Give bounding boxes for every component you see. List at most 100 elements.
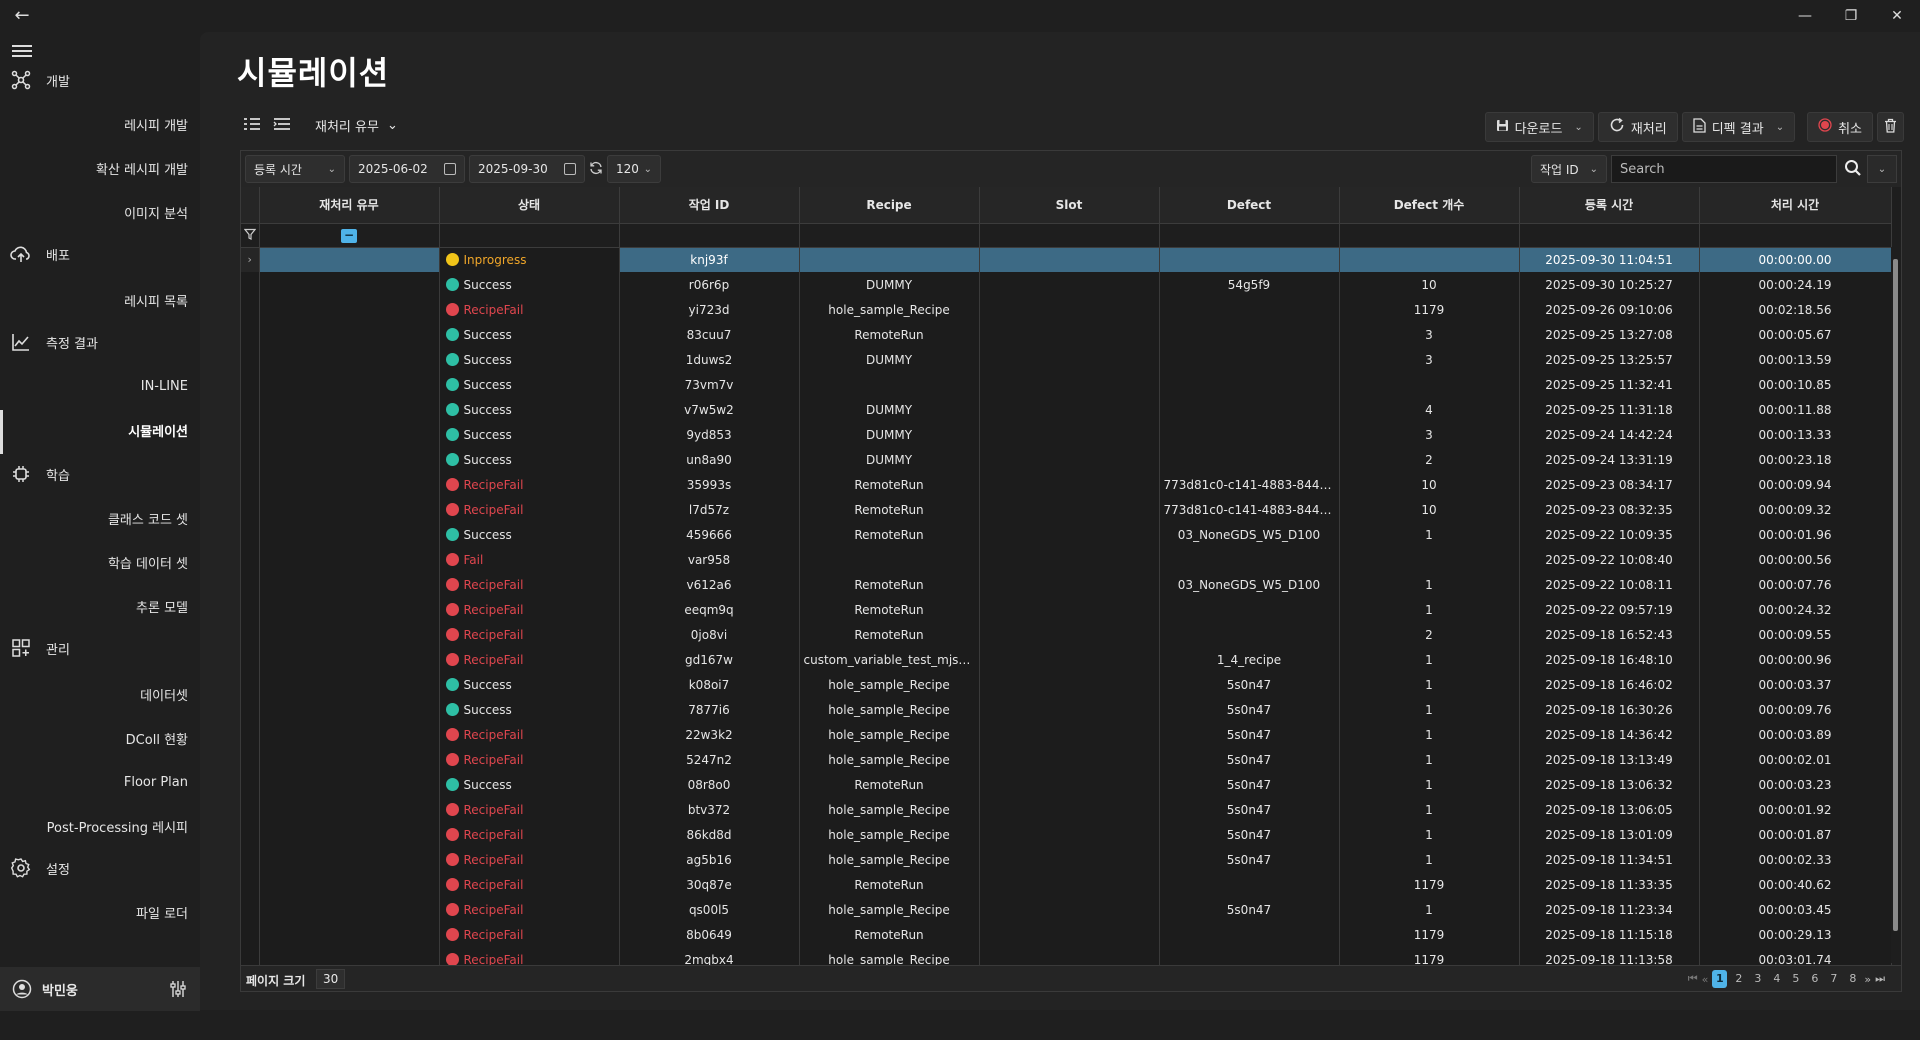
sidebar-item-floor-plan[interactable]: Floor Plan (123, 774, 188, 790)
row-indicator[interactable] (241, 372, 260, 397)
table-row[interactable]: RecipeFail 0jo8vi RemoteRun 2 2025-09-18 16:… (241, 622, 1892, 647)
column-header[interactable]: 상태 (439, 187, 620, 224)
row-indicator[interactable] (241, 497, 260, 522)
row-indicator[interactable] (241, 797, 260, 822)
row-indicator[interactable] (241, 822, 260, 847)
sidebar-item-diffusion-recipe-dev[interactable]: 확산 레시피 개발 (96, 162, 188, 178)
filter-cell[interactable] (979, 223, 1160, 248)
table-row[interactable]: RecipeFail l7d57z RemoteRun 773d81c0-c141-4… (241, 497, 1892, 522)
scrollbar-thumb[interactable] (1893, 259, 1898, 931)
restore-button[interactable]: ❐ (1844, 8, 1858, 24)
minimize-button[interactable]: — (1798, 8, 1812, 24)
table-row[interactable]: RecipeFail 5247n2 hole_sample_Recipe 5s0n47… (241, 747, 1892, 772)
filter-cell[interactable] (439, 223, 620, 248)
row-indicator[interactable] (241, 422, 260, 447)
row-indicator[interactable] (241, 397, 260, 422)
table-row[interactable]: Success 9yd853 DUMMY 3 2025-09-24 14:42:24 00… (241, 422, 1892, 447)
prev-page-icon[interactable]: « (1701, 972, 1709, 986)
row-indicator[interactable] (241, 697, 260, 722)
last-page-icon[interactable]: ⏭ (1875, 972, 1885, 985)
page-number[interactable]: 6 (1811, 972, 1819, 985)
row-indicator[interactable] (241, 272, 260, 297)
page-number[interactable]: 8 (1849, 972, 1857, 985)
page-number[interactable]: 4 (1773, 972, 1781, 985)
row-indicator[interactable] (241, 447, 260, 472)
download-button[interactable]: 다운로드 ⌄ (1484, 112, 1594, 142)
row-indicator[interactable] (241, 647, 260, 672)
user-profile[interactable]: 박민웅 (0, 967, 200, 1011)
sliders-icon[interactable] (168, 979, 188, 999)
table-row[interactable]: Success 1duws2 DUMMY 3 2025-09-25 13:25:57 00… (241, 347, 1892, 372)
list-view-icon[interactable] (242, 114, 262, 134)
row-indicator[interactable] (241, 472, 260, 497)
column-header[interactable]: 등록 시간 (1519, 187, 1700, 224)
table-row[interactable]: RecipeFail yi723d hole_sample_Recipe 1179 20… (241, 297, 1892, 322)
row-indicator[interactable] (241, 522, 260, 547)
page-number[interactable]: 5 (1792, 972, 1800, 985)
table-row[interactable]: Success 459666 RemoteRun 03_NoneGDS_W5_D100… (241, 522, 1892, 547)
indeterminate-checkbox[interactable]: − (341, 228, 357, 243)
sidebar-item-class-code-set[interactable]: 클래스 코드 셋 (107, 512, 188, 528)
filter-cell[interactable] (1339, 223, 1520, 248)
row-indicator[interactable] (241, 722, 260, 747)
sidebar-item-recipe-list[interactable]: 레시피 목록 (124, 294, 188, 310)
table-row[interactable]: RecipeFail 86kd8d hole_sample_Recipe 5s0n47… (241, 822, 1892, 847)
sidebar-item-in-line[interactable]: IN-LINE (140, 378, 188, 394)
table-row[interactable]: Success 83cuu7 RemoteRun 3 2025-09-25 13:27:… (241, 322, 1892, 347)
row-indicator[interactable] (241, 922, 260, 947)
column-header[interactable]: 재처리 유무 (259, 187, 440, 224)
table-row[interactable]: RecipeFail btv372 hole_sample_Recipe 5s0n47… (241, 797, 1892, 822)
column-header[interactable]: 작업 ID (619, 187, 800, 224)
table-row[interactable]: Fail var958 2025-09-22 10:08:40 00:00:00.56 (241, 547, 1892, 572)
table-row[interactable]: RecipeFail ag5b16 hole_sample_Recipe 5s0n47… (241, 847, 1892, 872)
search-icon[interactable] (1844, 159, 1864, 179)
row-indicator[interactable] (241, 622, 260, 647)
filter-cell-reprocess[interactable]: − (259, 223, 440, 248)
row-indicator[interactable]: › (241, 247, 260, 272)
row-indicator[interactable] (241, 747, 260, 772)
next-page-icon[interactable]: » (1864, 972, 1872, 986)
defect-result-button[interactable]: 디펙 결과 ⌄ (1681, 112, 1796, 142)
auto-refresh-icon[interactable] (589, 161, 603, 179)
column-header[interactable]: Defect (1159, 187, 1340, 224)
table-row[interactable]: RecipeFail eeqm9q RemoteRun 1 2025-09-22 09:… (241, 597, 1892, 622)
sidebar-item-training-dataset[interactable]: 학습 데이터 셋 (107, 556, 188, 572)
row-indicator[interactable] (241, 897, 260, 922)
row-indicator[interactable] (241, 672, 260, 697)
table-row[interactable]: RecipeFail v612a6 RemoteRun 03_NoneGDS_W5_D… (241, 572, 1892, 597)
row-indicator[interactable] (241, 772, 260, 797)
delete-button[interactable] (1877, 112, 1904, 142)
close-button[interactable]: ✕ (1891, 8, 1903, 24)
filter-cell[interactable] (799, 223, 980, 248)
sidebar-category-deploy[interactable]: 배포 (0, 234, 200, 274)
vertical-scrollbar[interactable] (1891, 247, 1901, 963)
row-indicator[interactable] (241, 347, 260, 372)
date-field-select[interactable]: 등록 시간 ⌄ (245, 155, 345, 183)
sidebar-category-settings[interactable]: 설정 (0, 848, 200, 888)
sidebar-category-manage[interactable]: 관리 (0, 628, 200, 668)
filter-funnel-icon[interactable] (243, 228, 256, 240)
page-number[interactable]: 2 (1735, 972, 1743, 985)
table-row[interactable]: Success 08r8o0 RemoteRun 5s0n47 1 2025-09-18 … (241, 772, 1892, 797)
page-number[interactable]: 3 (1754, 972, 1762, 985)
row-indicator[interactable] (241, 847, 260, 872)
table-row[interactable]: Success un8a90 DUMMY 2 2025-09-24 13:31:19 00… (241, 447, 1892, 472)
column-header[interactable]: 처리 시간 (1699, 187, 1892, 224)
table-row[interactable]: RecipeFail gd167w custom_variable_test_mjs… (241, 647, 1892, 672)
column-header[interactable]: Recipe (799, 187, 980, 224)
table-row[interactable]: RecipeFail qs00l5 hole_sample_Recipe 5s0n47… (241, 897, 1892, 922)
sidebar-category-learn[interactable]: 학습 (0, 454, 200, 494)
column-header[interactable]: Defect 개수 (1339, 187, 1520, 224)
hamburger-menu-icon[interactable] (12, 42, 32, 62)
sidebar-item-file-loader[interactable]: 파일 로더 (136, 906, 188, 922)
page-number[interactable]: 7 (1830, 972, 1838, 985)
filter-cell[interactable] (1159, 223, 1340, 248)
search-field-select[interactable]: 작업 ID ⌄ (1531, 155, 1607, 183)
table-row[interactable]: RecipeFail 8b0649 RemoteRun 1179 2025-09-18 … (241, 922, 1892, 947)
sidebar-item-dataset[interactable]: 데이터셋 (140, 688, 188, 704)
sidebar-item-simulation[interactable]: 시뮬레이션 (0, 410, 200, 454)
table-row[interactable]: Success v7w5w2 DUMMY 4 2025-09-25 11:31:18 00… (241, 397, 1892, 422)
table-row[interactable]: Success k08oi7 hole_sample_Recipe 5s0n47 1 20… (241, 672, 1892, 697)
row-indicator[interactable] (241, 322, 260, 347)
table-row[interactable]: RecipeFail 30q87e RemoteRun 1179 2025-09-18 … (241, 872, 1892, 897)
